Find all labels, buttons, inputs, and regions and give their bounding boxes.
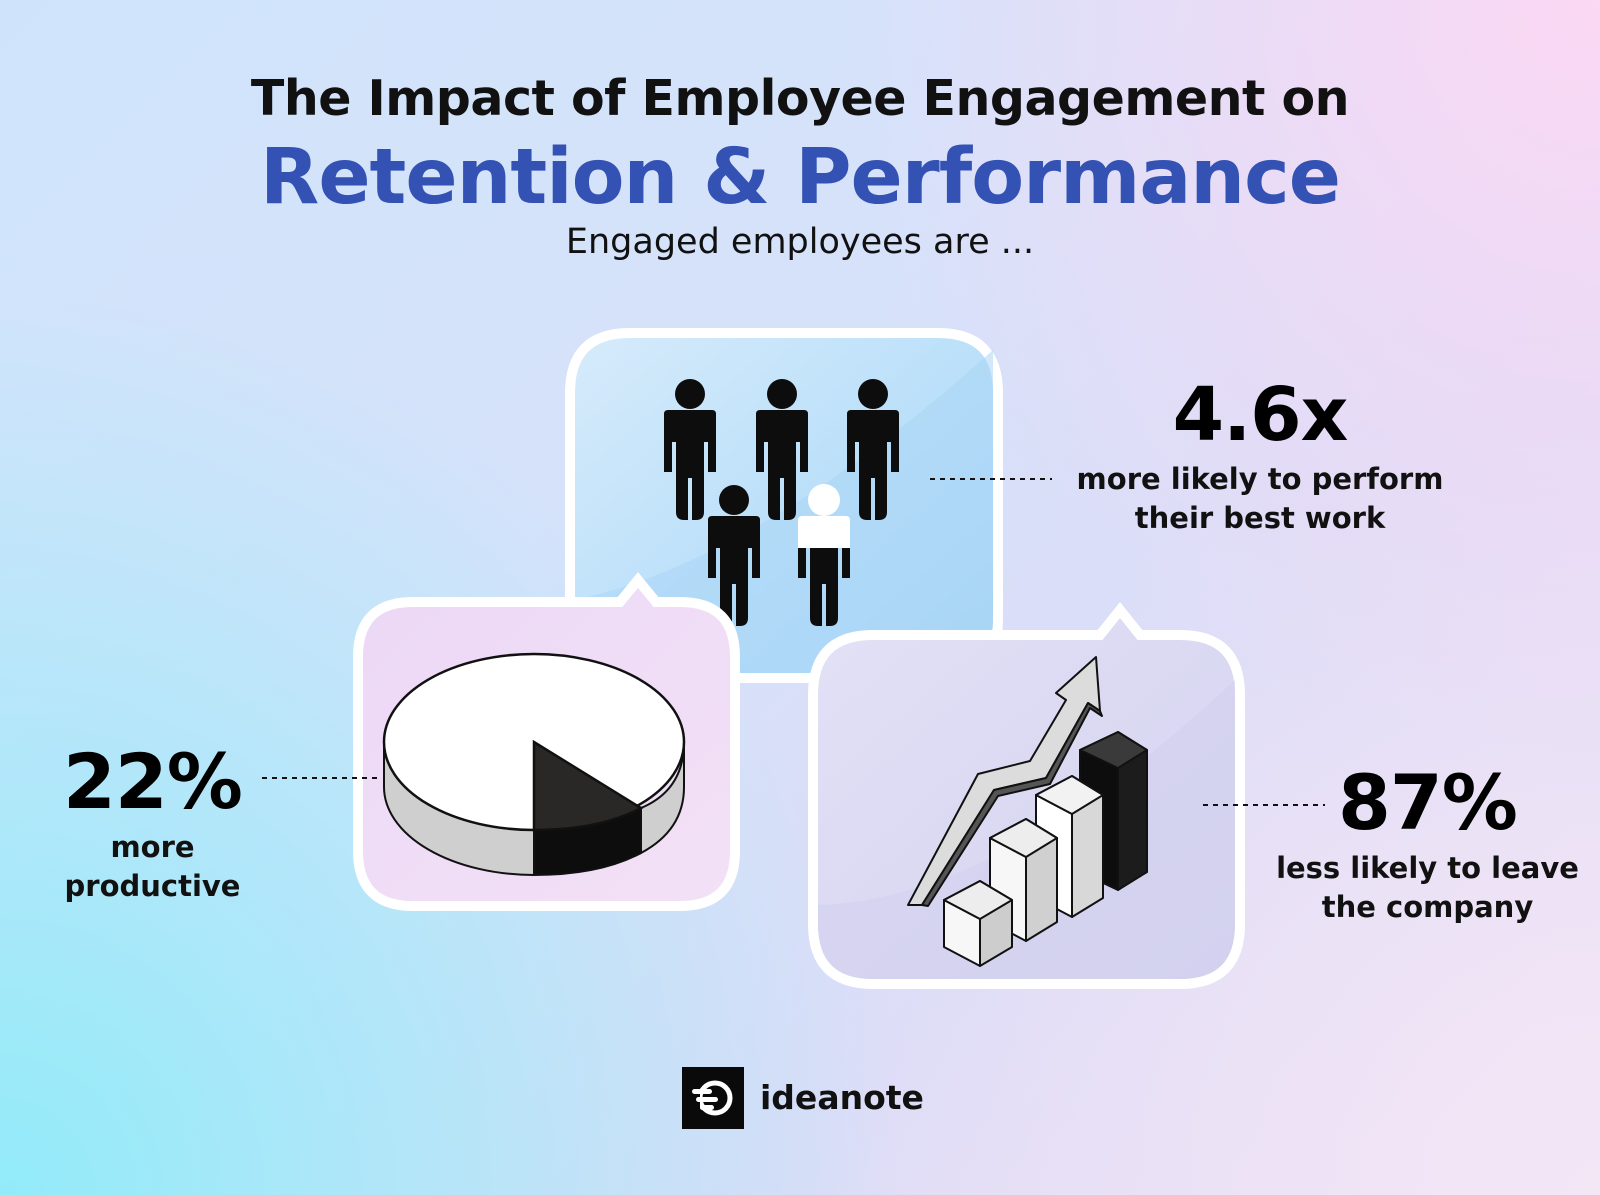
stat-retention-value: 87% xyxy=(1338,758,1518,847)
stat-performance-label-line2: their best work xyxy=(1134,501,1386,535)
ideanote-logo-icon xyxy=(682,1067,744,1129)
page-title: The Impact of Employee Engagement on xyxy=(250,70,1350,127)
stat-productivity-value: 22% xyxy=(63,737,243,826)
stat-productivity-label-line2: productive xyxy=(64,869,241,903)
stat-performance-value: 4.6x xyxy=(1172,372,1349,458)
people-group-icon xyxy=(664,379,899,626)
page-title-highlight: Retention & Performance xyxy=(260,133,1341,222)
stat-retention-label-line2: the company xyxy=(1321,890,1534,924)
pie-chart-icon xyxy=(382,652,686,877)
growth-bar-chart-icon xyxy=(907,656,1148,967)
stat-productivity: 22% more productive xyxy=(30,736,275,906)
stat-performance-label-line1: more likely to perform xyxy=(1076,462,1444,496)
stat-performance: 4.6x more likely to perform their best w… xyxy=(1060,370,1460,538)
page-subtitle: Engaged employees are ... xyxy=(565,222,1035,262)
stat-retention: 87% less likely to leave the company xyxy=(1265,757,1590,927)
brand-name: ideanote xyxy=(760,1078,924,1117)
stat-productivity-label-line1: more xyxy=(110,830,195,864)
stat-retention-label-line1: less likely to leave xyxy=(1276,851,1579,885)
